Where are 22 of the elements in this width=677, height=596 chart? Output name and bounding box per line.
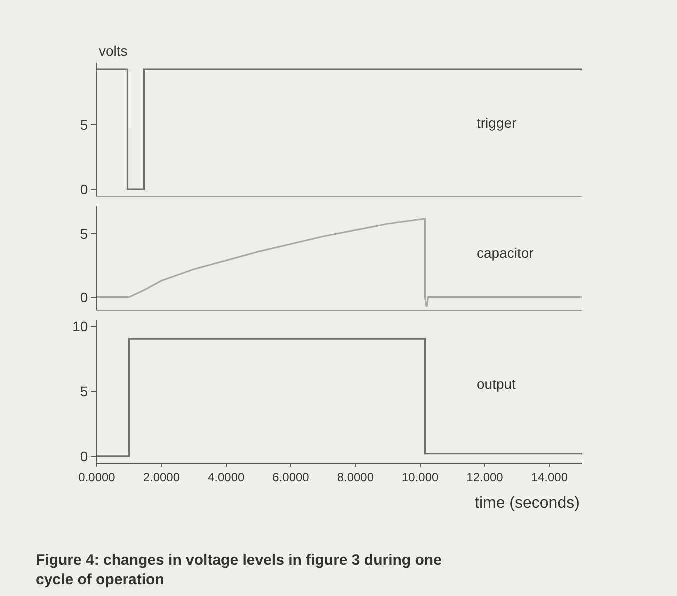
y-tick-label: 10: [72, 318, 88, 335]
x-tick-label: 10.000: [402, 470, 440, 484]
x-tick-label: 0.0000: [78, 470, 116, 484]
y-tick-label: 0: [80, 448, 88, 464]
y-tick-label: 0: [80, 289, 88, 306]
y-tick-label: 5: [80, 383, 88, 400]
x-tick-label: 2.0000: [143, 470, 180, 484]
x-axis-title: time (seconds): [475, 495, 580, 512]
y-axis-title: volts: [99, 43, 128, 59]
x-tick-label: 8.0000: [337, 470, 374, 484]
caption: Figure 4: changes in voltage levels in figure 3 during one cycle of operation: [36, 552, 442, 588]
y-tick-label: 0: [80, 181, 88, 198]
y-tick-label: 5: [80, 116, 88, 133]
x-tick-label: 14.000: [531, 470, 568, 484]
line-series: [97, 218, 582, 308]
text: output: [477, 376, 516, 392]
x-tick-label: 4.0000: [208, 470, 246, 484]
y-tick-label: 5: [80, 226, 88, 242]
text: trigger: [477, 115, 518, 131]
x-tick-label: 12.000: [466, 470, 504, 484]
x-tick-label: 6.0000: [272, 470, 310, 484]
text: capacitor: [477, 245, 534, 261]
